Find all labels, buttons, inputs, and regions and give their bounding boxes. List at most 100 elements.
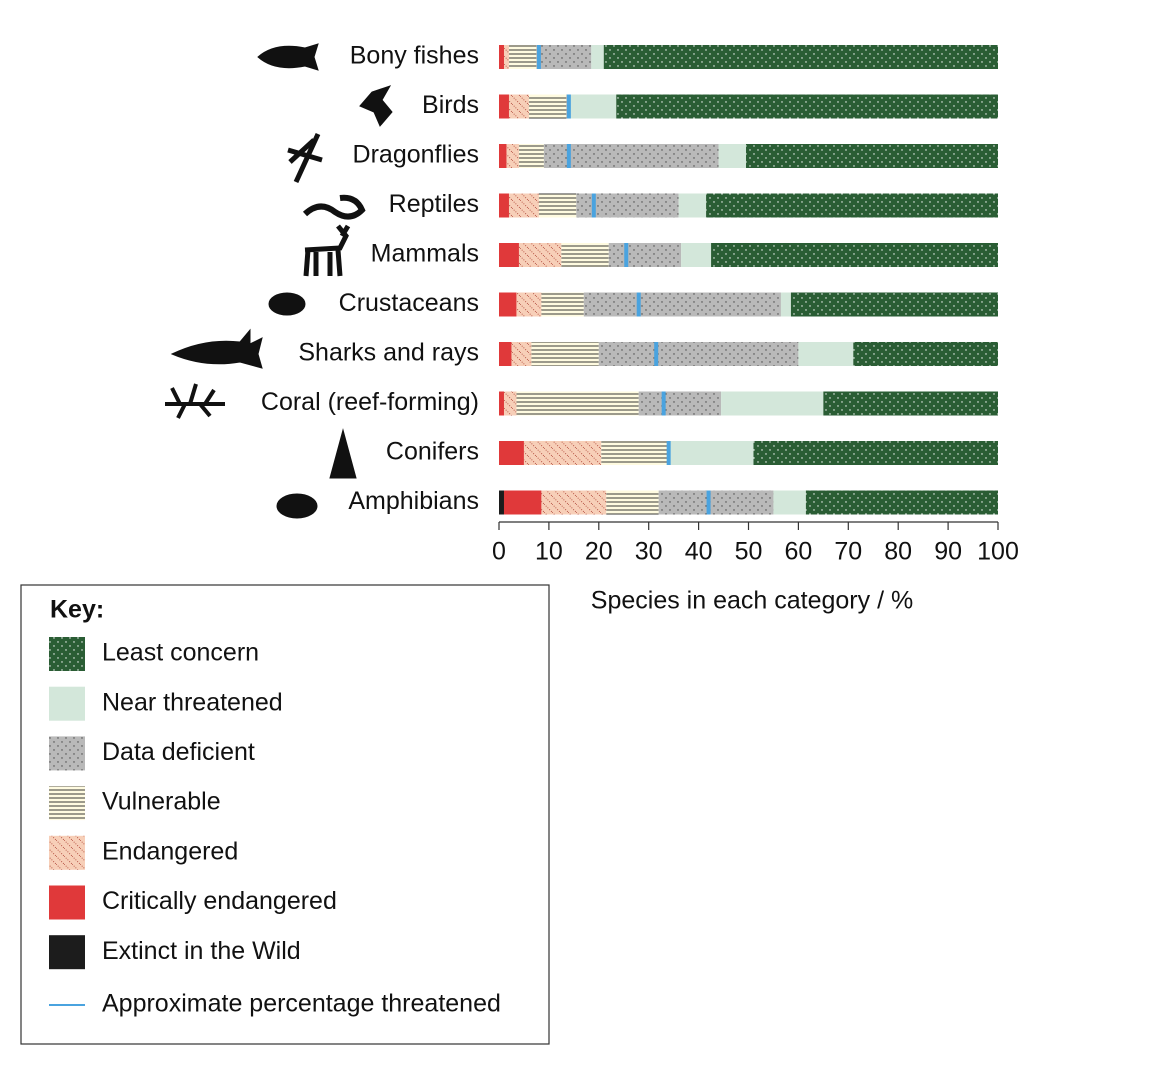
legend-label: Critically endangered: [102, 887, 337, 915]
bar-segment: [516, 292, 542, 317]
bar-segment: [591, 45, 604, 69]
bar-segment: [499, 342, 512, 366]
bar-segment: [499, 391, 504, 416]
bar-segment: [746, 144, 998, 168]
x-tick-label: 70: [834, 538, 862, 566]
category-label: Bony fishes: [350, 42, 479, 70]
legend-swatch: [49, 686, 85, 721]
bar-segment: [531, 342, 599, 366]
category-label: Coral (reef-forming): [261, 388, 479, 416]
category-label: Dragonflies: [353, 141, 479, 169]
category-label: Conifers: [386, 438, 479, 466]
bar-segment: [499, 243, 519, 267]
bar-segment: [538, 193, 577, 218]
frog-icon: [276, 493, 318, 519]
bar-segment: [780, 292, 791, 317]
category-label: Amphibians: [348, 487, 479, 515]
bar-segment: [658, 490, 774, 515]
x-tick-label: 100: [977, 538, 1019, 566]
bar-segment: [523, 441, 602, 465]
bar-segment: [508, 94, 529, 119]
bar-segment: [790, 292, 998, 317]
bar-segment: [773, 490, 806, 515]
bar-segment: [503, 490, 542, 515]
bar-segment: [499, 490, 504, 515]
bar-segment: [598, 342, 799, 366]
bar-segment: [503, 391, 517, 416]
bar-segment: [711, 243, 998, 267]
bar-segment: [499, 441, 524, 465]
x-tick-label: 20: [585, 538, 613, 566]
animal-icons: [165, 43, 393, 519]
snake-icon: [302, 194, 366, 220]
bar-segment: [543, 144, 719, 168]
legend-swatch: [49, 885, 85, 920]
fish-icon: [257, 43, 319, 71]
bar-segment: [583, 292, 781, 317]
bar-segment: [541, 292, 584, 317]
bar-segment: [506, 144, 519, 168]
legend-title: Key:: [50, 596, 104, 624]
bar-segment: [536, 45, 592, 69]
legend-label: Extinct in the Wild: [102, 937, 301, 965]
bar-segment: [499, 45, 504, 69]
bar-segment: [576, 193, 679, 218]
category-label: Reptiles: [389, 190, 479, 218]
category-label: Sharks and rays: [298, 339, 479, 367]
crab-icon: [268, 292, 306, 316]
bar-segment: [681, 243, 712, 267]
x-tick-label: 0: [492, 538, 506, 566]
bar-segment: [718, 144, 747, 168]
category-label: Birds: [422, 91, 479, 119]
bar-segment: [499, 292, 517, 317]
legend-swatch: [49, 835, 85, 870]
bird-icon: [359, 85, 393, 127]
bar-segment: [516, 391, 639, 416]
legend-swatch: [49, 935, 85, 970]
bar-segment: [798, 342, 854, 366]
bar-segment: [668, 441, 754, 465]
bar-segment: [508, 193, 539, 218]
bar-segment: [518, 144, 544, 168]
bar-segment: [606, 490, 659, 515]
x-tick-label: 10: [535, 538, 563, 566]
x-tick-label: 60: [784, 538, 812, 566]
x-tick-label: 30: [635, 538, 663, 566]
legend-swatch: [49, 786, 85, 821]
bar-segment: [541, 490, 607, 515]
bar-segment: [561, 243, 609, 267]
bar-segment: [518, 243, 562, 267]
category-label: Crustaceans: [339, 289, 479, 317]
bar-segment: [638, 391, 722, 416]
legend-swatch: [49, 736, 85, 771]
bar-segment: [706, 193, 998, 218]
bar-segment: [499, 144, 507, 168]
legend-label: Near threatened: [102, 688, 283, 716]
tree-icon: [329, 428, 357, 479]
legend-label: Endangered: [102, 837, 238, 865]
bar-segment: [499, 94, 509, 119]
x-axis-label: Species in each category / %: [591, 587, 913, 615]
bar-segment: [853, 342, 998, 366]
bar-segment: [508, 45, 537, 69]
legend-label: Approximate percentage threatened: [102, 990, 501, 1018]
bar-segment: [601, 441, 669, 465]
bar-segment: [753, 441, 998, 465]
bar-segment: [511, 342, 532, 366]
legend-swatch: [49, 637, 85, 671]
bar-segment: [528, 94, 567, 119]
coral-icon: [165, 383, 225, 419]
bar-segment: [503, 45, 509, 69]
bar-segment: [499, 193, 509, 218]
bar-segment: [608, 243, 682, 267]
x-tick-label: 50: [735, 538, 763, 566]
bar-segment: [721, 391, 824, 416]
x-tick-label: 90: [934, 538, 962, 566]
dragonfly-icon: [287, 132, 323, 184]
x-tick-label: 40: [685, 538, 713, 566]
legend-box: [20, 584, 550, 1045]
bar-segment: [823, 391, 998, 416]
bar-segment: [678, 193, 707, 218]
deer-icon: [303, 224, 351, 277]
